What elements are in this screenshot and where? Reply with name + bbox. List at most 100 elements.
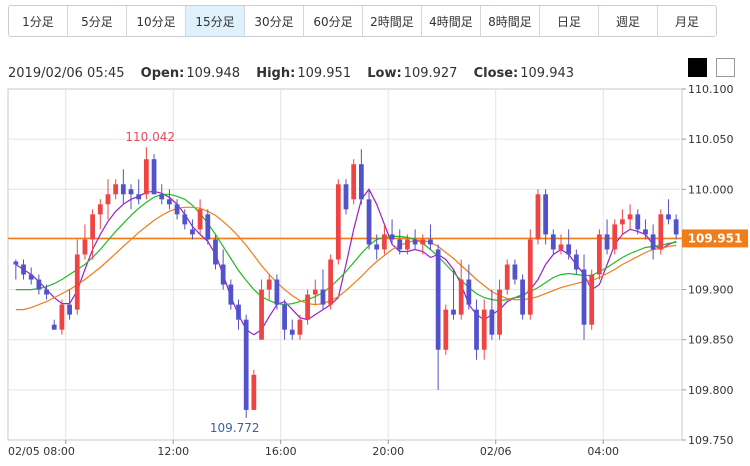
candle-body xyxy=(343,184,349,210)
candle xyxy=(274,274,280,310)
candle-body xyxy=(159,194,165,200)
candle xyxy=(259,279,264,340)
candle xyxy=(458,259,464,320)
candle-body xyxy=(205,214,211,240)
candle-body xyxy=(366,199,372,245)
candle-body xyxy=(28,274,34,280)
tab-timeframe[interactable]: 2時間足 xyxy=(363,6,422,36)
tab-timeframe[interactable]: 日足 xyxy=(540,6,599,36)
candle-body xyxy=(520,279,525,315)
candle xyxy=(220,249,226,290)
candle xyxy=(182,209,188,230)
candle xyxy=(589,269,595,330)
candle xyxy=(443,304,449,355)
tab-timeframe[interactable]: 10分足 xyxy=(127,6,186,36)
candle xyxy=(282,299,287,340)
candle xyxy=(13,259,19,280)
candle xyxy=(105,179,111,220)
candle xyxy=(451,269,456,320)
x-tick-label: 20:00 xyxy=(372,445,404,458)
candle-body xyxy=(328,259,334,305)
open-label: Open: xyxy=(140,66,185,81)
candle-body xyxy=(558,244,564,250)
candle-body xyxy=(573,254,579,270)
candle-body xyxy=(143,159,149,195)
candle xyxy=(97,199,103,230)
tab-timeframe[interactable]: 15分足 xyxy=(186,6,245,36)
candle-body xyxy=(259,289,264,340)
candle xyxy=(512,259,518,285)
x-tick-label: 02/05 08:00 xyxy=(8,445,75,458)
dark-theme-toggle[interactable] xyxy=(688,58,707,77)
tab-timeframe[interactable]: 4時間足 xyxy=(422,6,481,36)
tab-timeframe[interactable]: 1分足 xyxy=(9,6,68,36)
bar-datetime: 2019/02/06 05:45 xyxy=(8,66,125,81)
timeframe-tabs: 1分足 5分足 10分足 15分足 30分足 60分足 2時間足 4時間足 8時間足 日足 週足 月足 xyxy=(8,5,717,37)
candle-body xyxy=(412,239,418,245)
candle xyxy=(558,234,564,255)
candle-body xyxy=(297,319,303,335)
candle-body xyxy=(374,244,380,250)
candle-body xyxy=(312,289,318,295)
y-tick-label: 109.800 xyxy=(688,384,734,397)
candle xyxy=(412,229,418,250)
candle xyxy=(320,269,326,310)
candle-body xyxy=(320,289,326,305)
candle xyxy=(21,259,26,280)
y-tick-label: 110.050 xyxy=(688,133,734,146)
tab-timeframe[interactable]: 週足 xyxy=(599,6,658,36)
high-label: High: xyxy=(256,66,296,81)
candle xyxy=(228,279,234,310)
candle xyxy=(305,289,310,325)
candle-body xyxy=(604,234,610,250)
candle-body xyxy=(443,309,449,350)
candle-body xyxy=(397,239,403,250)
candle xyxy=(90,209,96,260)
ohlc-info: 2019/02/06 05:45 Open: 109.948 High: 109.9… xyxy=(8,66,574,81)
current-price-label: 109.951 xyxy=(688,231,743,245)
candle-body xyxy=(105,194,111,205)
candle-body xyxy=(136,194,142,200)
candle-body xyxy=(535,194,541,240)
candle xyxy=(643,219,648,240)
candle xyxy=(59,299,65,335)
candle xyxy=(573,249,579,275)
candle-body xyxy=(305,294,310,320)
candle xyxy=(36,274,42,295)
tab-timeframe[interactable]: 月足 xyxy=(658,6,716,36)
candle-body xyxy=(527,239,533,315)
tab-timeframe[interactable]: 60分足 xyxy=(304,6,363,36)
candle-body xyxy=(466,279,472,305)
candle-body xyxy=(243,319,249,410)
candle-body xyxy=(90,214,96,240)
candle-body xyxy=(673,219,679,235)
candle-body xyxy=(497,289,502,335)
candle-body xyxy=(182,214,188,225)
light-theme-toggle[interactable] xyxy=(716,58,735,77)
candle xyxy=(497,279,502,340)
moving-average-line xyxy=(15,206,677,311)
x-tick-label: 02/06 xyxy=(480,445,512,458)
candle-body xyxy=(351,164,357,200)
candle xyxy=(527,229,533,320)
close-value: 109.943 xyxy=(520,66,575,81)
candle xyxy=(397,229,403,255)
candle-body xyxy=(566,244,572,255)
candle xyxy=(481,299,487,360)
candle-body xyxy=(512,264,518,280)
x-tick-label: 16:00 xyxy=(265,445,297,458)
candle-body xyxy=(643,229,648,235)
candle-body xyxy=(282,304,287,330)
candle-body xyxy=(220,264,226,285)
tab-timeframe[interactable]: 5分足 xyxy=(68,6,127,36)
open-value: 109.948 xyxy=(186,66,241,81)
moving-average-line xyxy=(15,188,677,336)
candle xyxy=(51,319,57,330)
candle-body xyxy=(596,234,602,275)
tab-timeframe[interactable]: 30分足 xyxy=(245,6,304,36)
moving-average-line xyxy=(15,193,677,306)
tab-timeframe[interactable]: 8時間足 xyxy=(481,6,540,36)
candle-body xyxy=(658,214,664,250)
candle xyxy=(289,319,295,340)
